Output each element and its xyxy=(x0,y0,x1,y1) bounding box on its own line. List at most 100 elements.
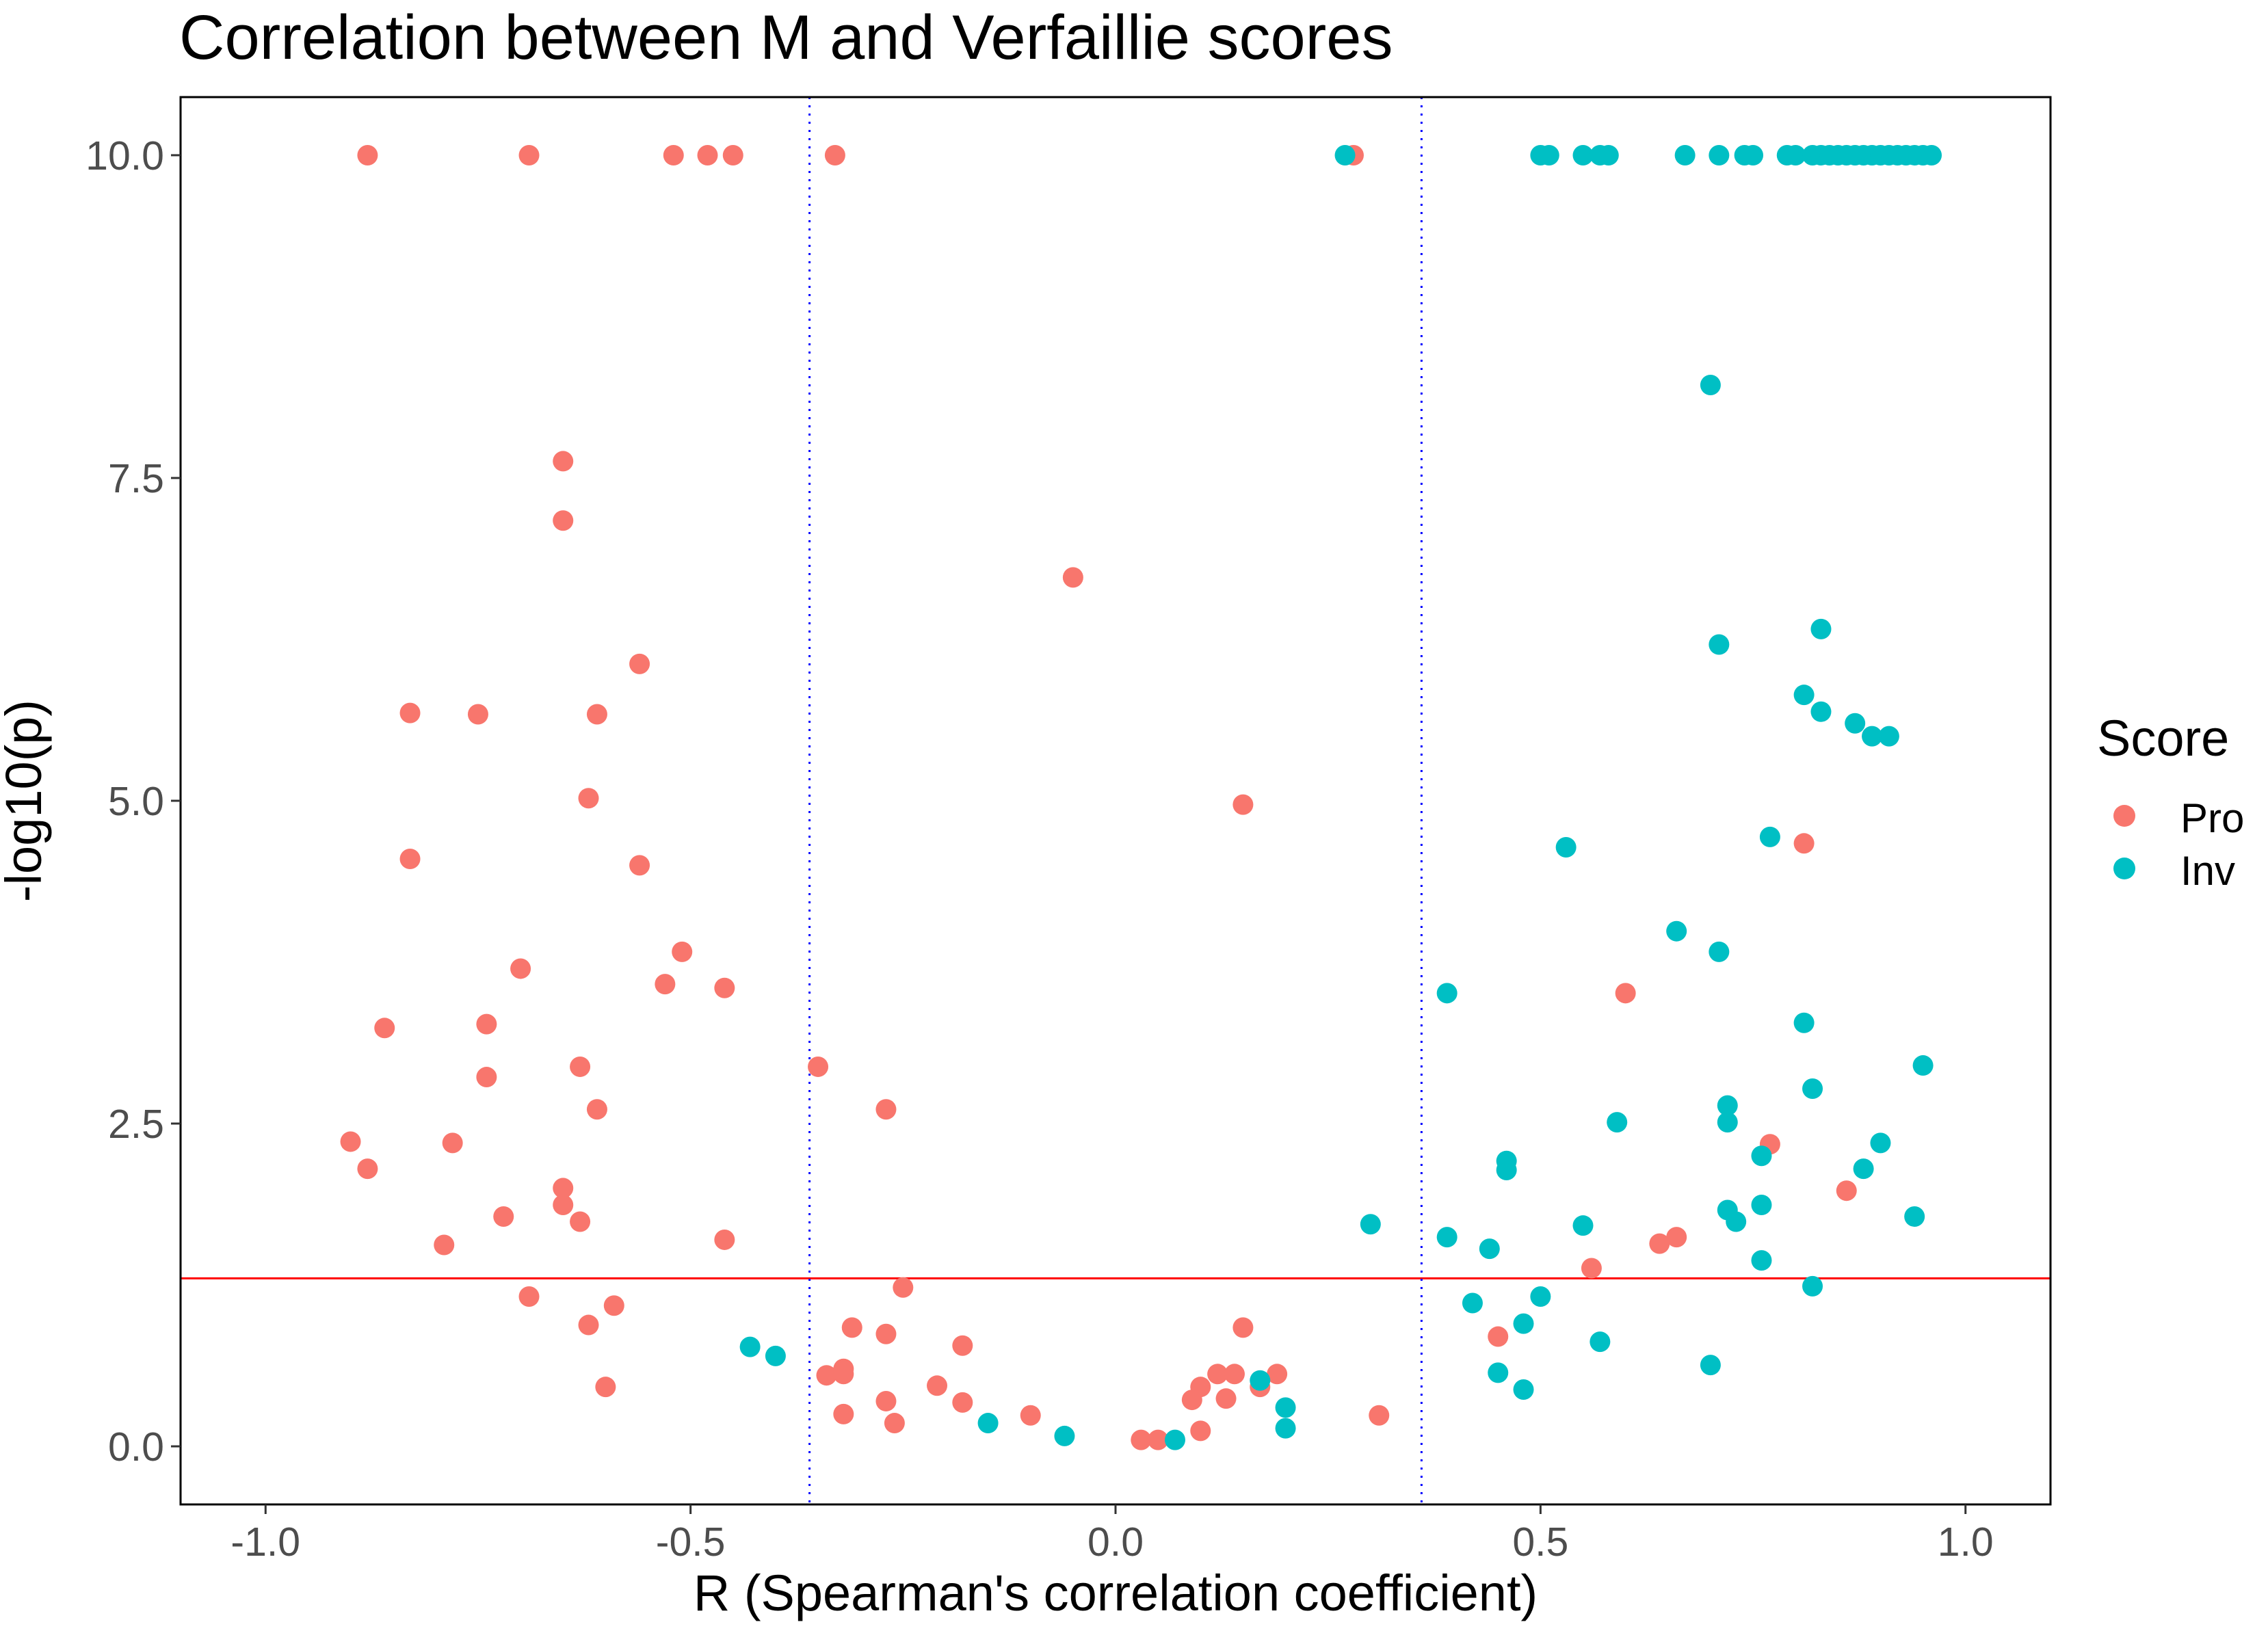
legend: Score Pro Inv xyxy=(2097,710,2244,894)
y-tick-label: 7.5 xyxy=(108,456,164,501)
data-point-pro xyxy=(816,1365,837,1386)
y-tick-label: 0.0 xyxy=(108,1424,164,1470)
data-point-pro xyxy=(893,1277,914,1298)
data-point-pro xyxy=(1369,1405,1390,1426)
data-point-pro xyxy=(1232,794,1254,815)
x-tick-label: 1.0 xyxy=(1938,1519,1994,1565)
data-point-pro xyxy=(1181,1390,1202,1411)
data-point-pro xyxy=(442,1132,463,1154)
data-point-inv xyxy=(1717,1095,1738,1116)
data-point-pro xyxy=(927,1375,948,1396)
data-point-pro xyxy=(434,1234,455,1256)
chart-title: Correlation between M and Verfaillie sco… xyxy=(179,3,1393,72)
data-point-pro xyxy=(833,1358,854,1379)
data-point-pro xyxy=(399,702,421,723)
data-point-inv xyxy=(1709,941,1730,962)
data-point-inv xyxy=(739,1336,761,1357)
data-point-pro xyxy=(476,1067,497,1088)
data-point-inv xyxy=(1759,826,1780,847)
data-point-pro xyxy=(570,1211,591,1232)
data-point-inv xyxy=(1912,1055,1934,1076)
data-point-inv xyxy=(1700,375,1721,396)
data-point-pro xyxy=(1581,1258,1602,1279)
data-point-pro xyxy=(1836,1180,1857,1201)
data-point-inv xyxy=(1810,618,1832,639)
data-point-inv xyxy=(1054,1425,1075,1446)
data-point-pro xyxy=(1267,1364,1288,1385)
data-point-inv xyxy=(1462,1292,1483,1314)
data-point-pro xyxy=(340,1131,361,1152)
data-point-inv xyxy=(1751,1250,1772,1271)
data-point-inv xyxy=(1717,1112,1738,1133)
data-point-inv xyxy=(1275,1418,1296,1439)
y-tick-label: 10.0 xyxy=(85,133,164,178)
data-point-inv xyxy=(1904,1206,1925,1227)
data-point-pro xyxy=(952,1335,973,1356)
data-point-inv xyxy=(1250,1370,1271,1391)
data-point-pro xyxy=(875,1390,897,1411)
x-axis: -1.0 -0.5 0.0 0.5 1.0 xyxy=(230,1504,1994,1565)
data-point-pro xyxy=(553,1178,574,1199)
legend-key-pro xyxy=(2113,805,2135,827)
data-point-inv xyxy=(1751,1145,1772,1167)
data-point-inv xyxy=(1785,144,1806,165)
data-point-pro xyxy=(357,144,378,165)
data-point-inv xyxy=(1709,144,1730,165)
data-point-inv xyxy=(1275,1397,1296,1418)
data-point-pro xyxy=(1224,1364,1245,1385)
legend-title: Score xyxy=(2097,710,2229,767)
data-point-pro xyxy=(1215,1388,1237,1409)
data-point-pro xyxy=(1666,1227,1687,1248)
data-point-pro xyxy=(578,1314,599,1336)
x-tick-label: -1.0 xyxy=(230,1519,300,1565)
data-point-inv xyxy=(1607,1112,1628,1133)
data-point-pro xyxy=(1232,1317,1254,1338)
data-point-pro xyxy=(586,704,607,725)
data-point-pro xyxy=(884,1413,905,1434)
data-point-pro xyxy=(467,704,488,725)
data-point-pro xyxy=(553,510,574,531)
data-point-pro xyxy=(1615,983,1636,1004)
data-point-inv xyxy=(1793,1012,1815,1033)
data-point-inv xyxy=(1726,1211,1747,1232)
data-point-pro xyxy=(586,1099,607,1120)
data-point-inv xyxy=(1802,1275,1823,1297)
data-point-inv xyxy=(1666,920,1687,942)
data-point-pro xyxy=(595,1377,616,1398)
data-point-pro xyxy=(518,144,540,165)
data-point-inv xyxy=(1810,701,1832,722)
data-point-inv xyxy=(1436,983,1458,1004)
x-tick-label: 0.0 xyxy=(1087,1519,1144,1565)
x-axis-label: R (Spearman's correlation coefficient) xyxy=(694,1565,1538,1621)
data-point-pro xyxy=(697,144,718,165)
data-point-pro xyxy=(629,653,650,674)
data-point-pro xyxy=(518,1286,540,1307)
data-point-pro xyxy=(655,974,676,995)
data-point-inv xyxy=(1513,1379,1534,1400)
legend-label-pro: Pro xyxy=(2180,795,2244,841)
data-point-pro xyxy=(672,941,693,962)
data-point-inv xyxy=(1555,836,1577,858)
data-point-inv xyxy=(1598,144,1619,165)
data-point-pro xyxy=(714,977,735,998)
data-point-inv xyxy=(1743,144,1764,165)
data-point-pro xyxy=(1131,1429,1152,1450)
data-point-inv xyxy=(1530,1286,1551,1307)
data-point-inv xyxy=(1572,1215,1594,1236)
data-point-inv xyxy=(1845,713,1866,734)
data-point-pro xyxy=(374,1018,395,1039)
data-point-pro xyxy=(1649,1233,1670,1254)
data-point-inv xyxy=(1751,1194,1772,1215)
data-point-pro xyxy=(722,144,743,165)
data-point-pro xyxy=(833,1403,854,1424)
data-point-inv xyxy=(1488,1362,1509,1383)
data-point-inv xyxy=(1709,634,1730,655)
data-point-pro xyxy=(493,1206,514,1227)
data-point-pro xyxy=(1190,1420,1211,1442)
x-tick-label: 0.5 xyxy=(1512,1519,1568,1565)
data-points xyxy=(340,144,1942,1450)
data-point-inv xyxy=(1436,1227,1458,1248)
data-point-inv xyxy=(1513,1313,1534,1334)
